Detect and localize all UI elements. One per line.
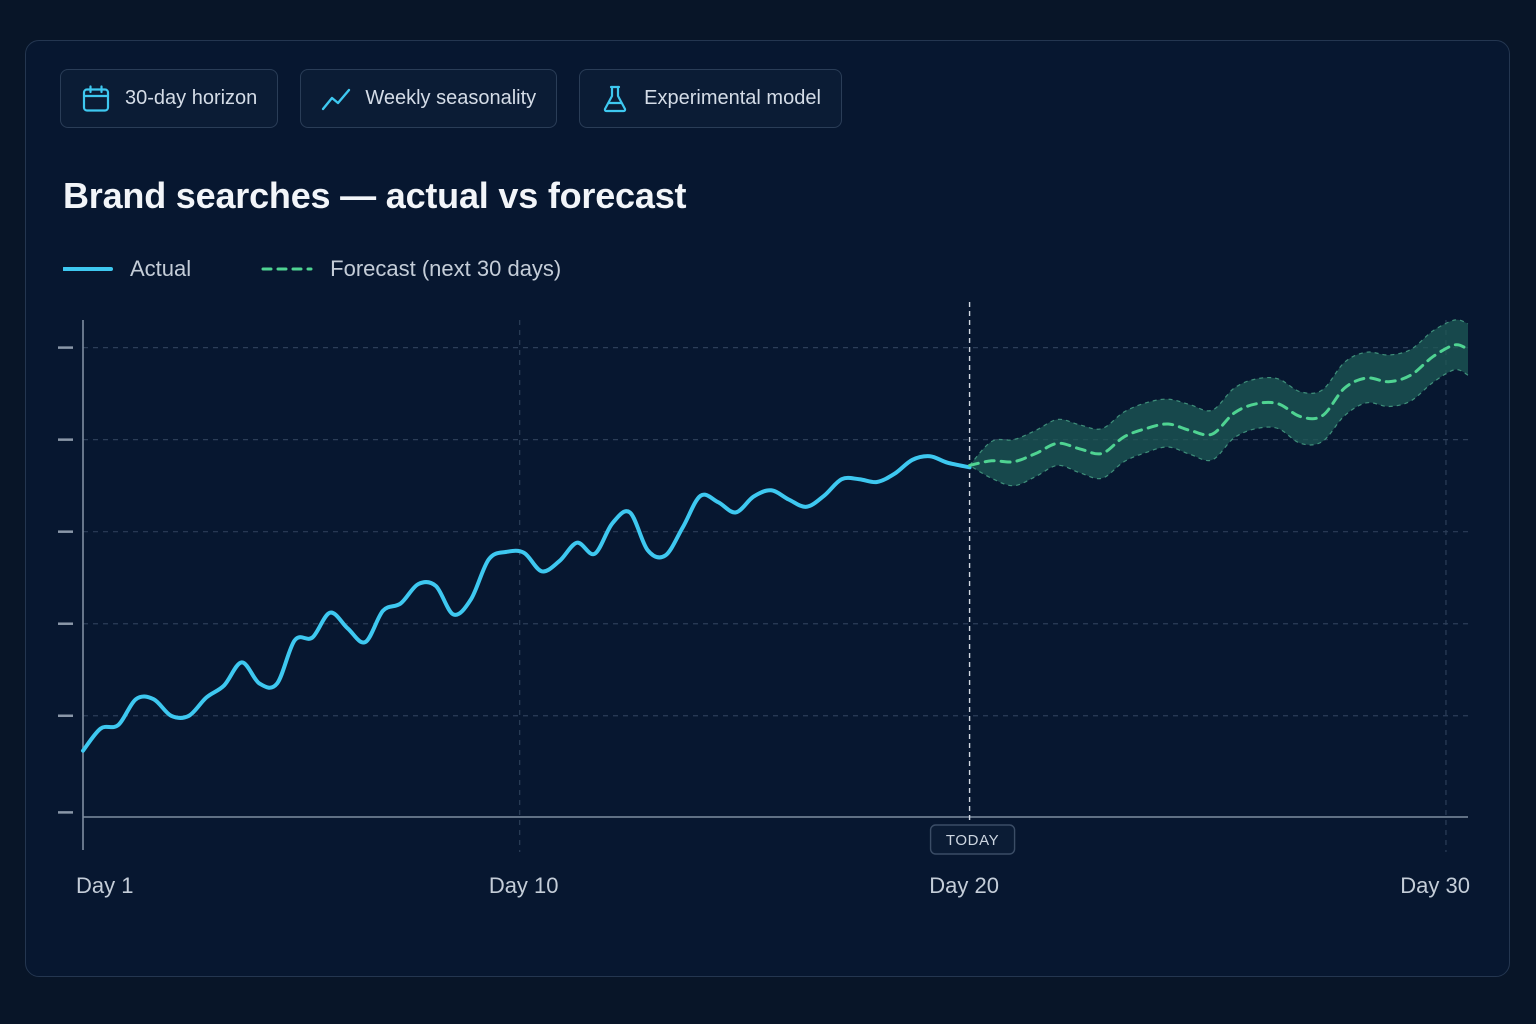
- chart-card: 30-day horizon Weekly seasonality Experi…: [25, 40, 1510, 977]
- x-tick-label: Day 20: [929, 873, 999, 898]
- legend-item-forecast: Forecast (next 30 days): [261, 256, 561, 282]
- chip-horizon[interactable]: 30-day horizon: [60, 69, 279, 128]
- x-tick-label: Day 10: [489, 873, 559, 898]
- chip-model[interactable]: Experimental model: [579, 69, 842, 128]
- legend-item-actual: Actual: [63, 256, 191, 282]
- calendar-icon: [81, 84, 111, 114]
- today-badge-label: TODAY: [946, 832, 999, 849]
- legend-label-actual: Actual: [130, 256, 192, 281]
- flask-icon: [600, 84, 630, 114]
- x-tick-label: Day 1: [76, 873, 133, 898]
- series-line-actual: [81, 454, 972, 753]
- chart-title: Brand searches — actual vs forecast: [63, 175, 687, 216]
- x-tick-label: Day 30: [1400, 873, 1470, 898]
- chip-seasonality-label: Weekly seasonality: [365, 87, 537, 109]
- legend-label-forecast: Forecast (next 30 days): [330, 256, 562, 281]
- chip-seasonality[interactable]: Weekly seasonality: [300, 69, 558, 128]
- today-badge: [929, 824, 1016, 855]
- chip-model-label: Experimental model: [644, 87, 821, 109]
- legend-swatch-actual: [63, 267, 113, 271]
- chart-legend: Actual Forecast (next 30 days): [63, 256, 631, 282]
- filter-chips: 30-day horizon Weekly seasonality Experi…: [60, 69, 842, 128]
- chip-horizon-label: 30-day horizon: [125, 87, 258, 109]
- legend-swatch-forecast: [261, 267, 313, 271]
- forecast-band-lower-edge: [969, 368, 1469, 487]
- trend-line-icon: [321, 84, 351, 114]
- series-line-forecast: [968, 343, 1470, 467]
- forecast-band: [969, 319, 1468, 486]
